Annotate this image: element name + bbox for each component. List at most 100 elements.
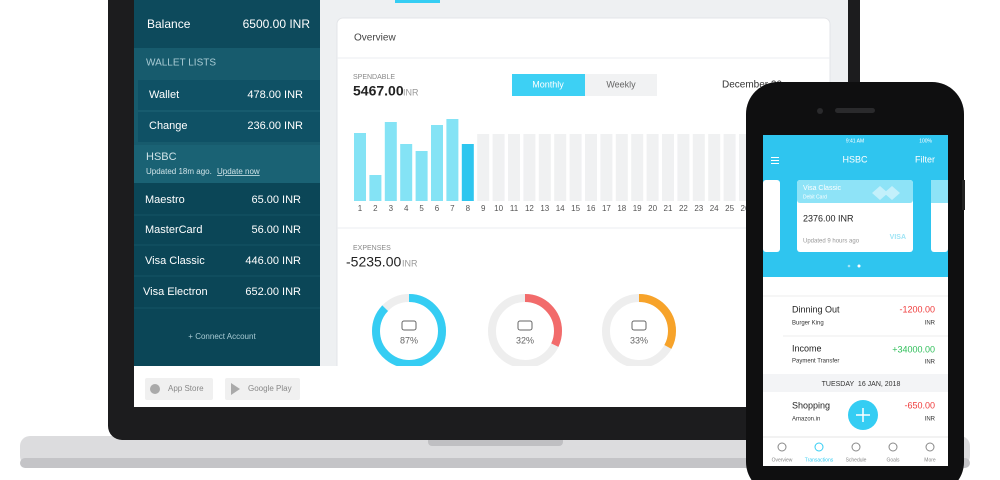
tab-icon[interactable] bbox=[814, 442, 824, 452]
tab-indicator bbox=[395, 0, 440, 3]
donut-arc bbox=[372, 294, 446, 368]
tab-label[interactable]: Goals bbox=[886, 457, 900, 463]
account-amount: 65.00 INR bbox=[251, 194, 301, 206]
transaction-unit: INR bbox=[925, 360, 936, 366]
day-label: 18 bbox=[617, 204, 626, 213]
tab-label[interactable]: Monthly bbox=[532, 79, 564, 89]
tab-icon[interactable] bbox=[888, 442, 898, 452]
category-icon bbox=[517, 320, 533, 331]
tab-label[interactable]: Transactions bbox=[805, 457, 834, 463]
empty-bar bbox=[492, 134, 505, 201]
transaction-sub: Burger King bbox=[792, 321, 824, 327]
donut-arc bbox=[602, 294, 676, 368]
store-label[interactable]: App Store bbox=[168, 384, 204, 393]
empty-bar bbox=[615, 134, 628, 201]
tab-label[interactable]: Schedule bbox=[846, 457, 867, 463]
tab-label[interactable]: Weekly bbox=[606, 79, 636, 89]
tab-icon[interactable] bbox=[777, 442, 787, 452]
card-brand: VISA bbox=[890, 234, 906, 241]
tab-icon[interactable] bbox=[851, 442, 861, 452]
card-logo bbox=[872, 186, 900, 200]
status-battery: 100% bbox=[919, 138, 932, 144]
bar bbox=[461, 144, 474, 201]
transaction[interactable]: Dinning Out Burger King -1200.00 INR bbox=[792, 304, 936, 326]
account-name[interactable]: Maestro bbox=[145, 194, 185, 206]
day-label: 17 bbox=[602, 204, 611, 213]
empty-bar bbox=[677, 134, 690, 201]
tab-label[interactable]: Overview bbox=[772, 457, 793, 463]
laptop-base-edge bbox=[20, 458, 970, 468]
wallet-name[interactable]: Wallet bbox=[149, 89, 179, 101]
date-label: TUESDAY 16 JAN, 2018 bbox=[822, 381, 901, 388]
balance-label: Balance bbox=[147, 17, 191, 31]
balance-amount: 6500.00 INR bbox=[243, 17, 311, 31]
menu-icon[interactable] bbox=[771, 157, 779, 164]
pager-dot bbox=[847, 264, 851, 268]
day-label: 5 bbox=[419, 204, 424, 213]
account-name[interactable]: Visa Classic bbox=[145, 255, 205, 267]
tab-weekly[interactable] bbox=[585, 74, 657, 96]
card-amount: 2376.00 INR bbox=[803, 213, 854, 223]
tab-label[interactable]: More bbox=[924, 457, 936, 463]
card-name: Visa Classic bbox=[803, 185, 841, 192]
update-link[interactable]: Update now bbox=[217, 167, 260, 176]
account-amount: 652.00 INR bbox=[245, 286, 301, 298]
day-label: 16 bbox=[587, 204, 596, 213]
day-label: 26 bbox=[741, 204, 750, 213]
account-name[interactable]: MasterCard bbox=[145, 224, 202, 236]
wallet-header: WALLET LISTS bbox=[146, 58, 216, 69]
day-label: 12 bbox=[525, 204, 534, 213]
day-label: 8 bbox=[466, 204, 471, 213]
day-label: 11 bbox=[510, 204, 519, 213]
phone-title: HSBC bbox=[842, 154, 868, 164]
wallet-name[interactable]: Change bbox=[149, 120, 188, 132]
spendable-unit: INR bbox=[403, 87, 419, 97]
transaction-title: Shopping bbox=[792, 400, 830, 410]
donut-label: 87% bbox=[400, 335, 418, 345]
empty-bar bbox=[538, 134, 551, 201]
day-label: 25 bbox=[725, 204, 734, 213]
phone-camera bbox=[817, 108, 823, 114]
balance-row bbox=[134, 0, 320, 48]
transaction-amount: -650.00 bbox=[904, 400, 935, 410]
spendable-chart: 1 2 3 4 5 6 7 8 9 10 11 12 13 14 15 16 17 18 19 20 21 22 23 24 2… bbox=[354, 119, 751, 213]
transaction-sub: Amazon.in bbox=[792, 417, 820, 423]
day-label: 13 bbox=[540, 204, 549, 213]
accounts: Maestro 65.00 INR MasterCard 56.00 INR V… bbox=[134, 194, 320, 309]
google-play-button[interactable] bbox=[225, 378, 300, 400]
bar bbox=[400, 144, 413, 201]
bar bbox=[369, 175, 382, 201]
account-amount: 446.00 INR bbox=[245, 255, 301, 267]
day-label: 21 bbox=[664, 204, 673, 213]
account-name[interactable]: Visa Electron bbox=[143, 286, 208, 298]
day-label: 15 bbox=[571, 204, 580, 213]
spendable-label: SPENDABLE bbox=[353, 74, 395, 81]
transaction-amount: -1200.00 bbox=[899, 304, 935, 314]
expense-donuts: 87% 32% 33% bbox=[372, 294, 676, 368]
bar bbox=[384, 122, 397, 201]
phone-action[interactable]: Filter bbox=[915, 154, 935, 164]
expenses-amount: -5235.00 bbox=[346, 254, 401, 270]
transaction[interactable]: Income Payment Transfer +34000.00 INR bbox=[792, 343, 936, 365]
app-store-button[interactable] bbox=[145, 378, 213, 400]
empty-bar bbox=[723, 134, 736, 201]
play-icon bbox=[231, 383, 240, 395]
account-amount: 56.00 INR bbox=[251, 224, 301, 236]
transaction-unit: INR bbox=[925, 321, 936, 327]
tab-monthly[interactable] bbox=[512, 74, 585, 96]
store-label[interactable]: Google Play bbox=[248, 384, 292, 393]
day-label: 14 bbox=[556, 204, 565, 213]
day-label: 10 bbox=[494, 204, 503, 213]
transaction-title: Dinning Out bbox=[792, 304, 840, 314]
connect-account[interactable]: + Connect Account bbox=[188, 332, 256, 341]
apple-icon bbox=[150, 384, 160, 394]
menu-line bbox=[771, 157, 779, 158]
tab-icon[interactable] bbox=[925, 442, 935, 452]
bank-updated: Updated 18m ago. bbox=[146, 167, 212, 176]
day-label: 9 bbox=[481, 204, 486, 213]
transaction[interactable]: Shopping Amazon.in -650.00 INR bbox=[792, 400, 936, 422]
category-icon bbox=[401, 320, 417, 331]
wallet-amount: 236.00 INR bbox=[247, 120, 303, 132]
card-updated: Updated 9 hours ago bbox=[803, 239, 860, 245]
